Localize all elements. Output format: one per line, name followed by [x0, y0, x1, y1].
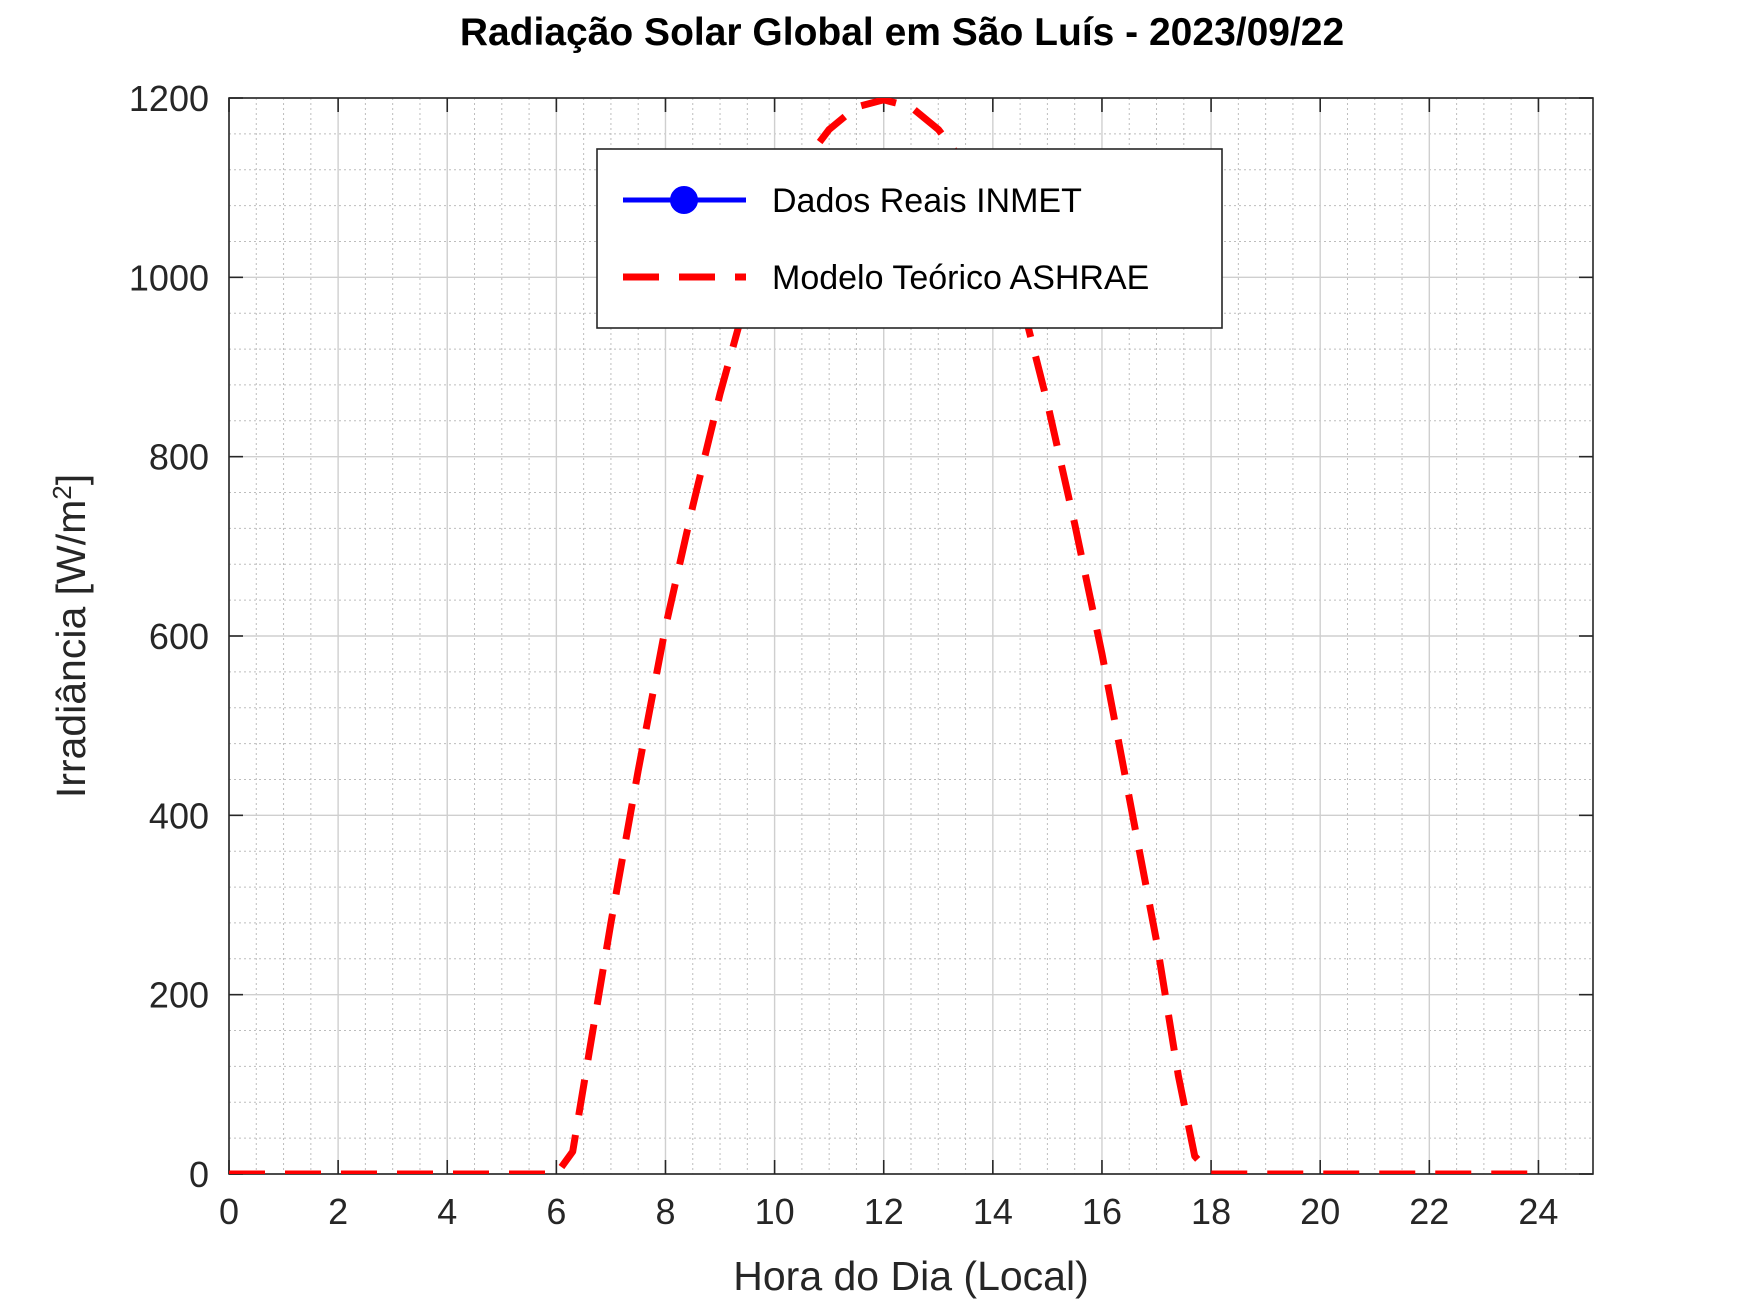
x-tick-label: 4 — [437, 1191, 457, 1232]
y-axis-label-suffix: ] — [48, 474, 94, 485]
y-axis-label-superscript: 2 — [47, 485, 77, 499]
y-tick-label: 800 — [149, 437, 209, 478]
tick-marks — [228, 97, 1593, 1175]
x-tick-label: 20 — [1300, 1191, 1340, 1232]
x-tick-label: 8 — [655, 1191, 675, 1232]
y-tick-label: 600 — [149, 616, 209, 657]
series-layer — [229, 98, 1539, 1174]
y-tick-label: 1000 — [129, 257, 209, 298]
x-tick-label: 12 — [864, 1191, 904, 1232]
y-tick-label: 1200 — [129, 78, 209, 119]
y-axis-label: Irradiância [W/m2] — [47, 474, 94, 798]
chart-title: Radiação Solar Global em São Luís - 2023… — [460, 11, 1344, 54]
x-tick-label: 2 — [328, 1191, 348, 1232]
x-tick-label: 14 — [973, 1191, 1013, 1232]
y-tick-label: 0 — [189, 1154, 209, 1195]
legend: Dados Reais INMET Modelo Teórico ASHRAE — [596, 148, 1223, 329]
y-tick-label: 200 — [149, 975, 209, 1016]
legend-swatch-marker-dados-reais — [670, 186, 698, 214]
x-tick-label: 6 — [546, 1191, 566, 1232]
x-axis-label: Hora do Dia (Local) — [733, 1253, 1089, 1299]
y-tick-labels: 0 200 400 600 800 1000 1200 — [129, 78, 209, 1195]
legend-box — [596, 148, 1223, 329]
y-axis-label-main: Irradiância [W/m — [48, 500, 94, 798]
x-tick-label: 24 — [1518, 1191, 1558, 1232]
x-tick-label: 18 — [1191, 1191, 1231, 1232]
x-tick-label: 22 — [1409, 1191, 1449, 1232]
x-tick-label: 0 — [219, 1191, 239, 1232]
x-tick-label: 16 — [1082, 1191, 1122, 1232]
series-line-1 — [229, 98, 1539, 1174]
x-tick-label: 10 — [755, 1191, 795, 1232]
legend-label-dados-reais: Dados Reais INMET — [772, 182, 1082, 220]
legend-label-modelo-ashrae: Modelo Teórico ASHRAE — [772, 259, 1149, 297]
x-tick-labels: 0 2 4 6 8 10 12 14 16 18 20 22 24 — [219, 1191, 1558, 1232]
plot-frame — [228, 97, 1594, 1175]
y-tick-label: 400 — [149, 795, 209, 836]
